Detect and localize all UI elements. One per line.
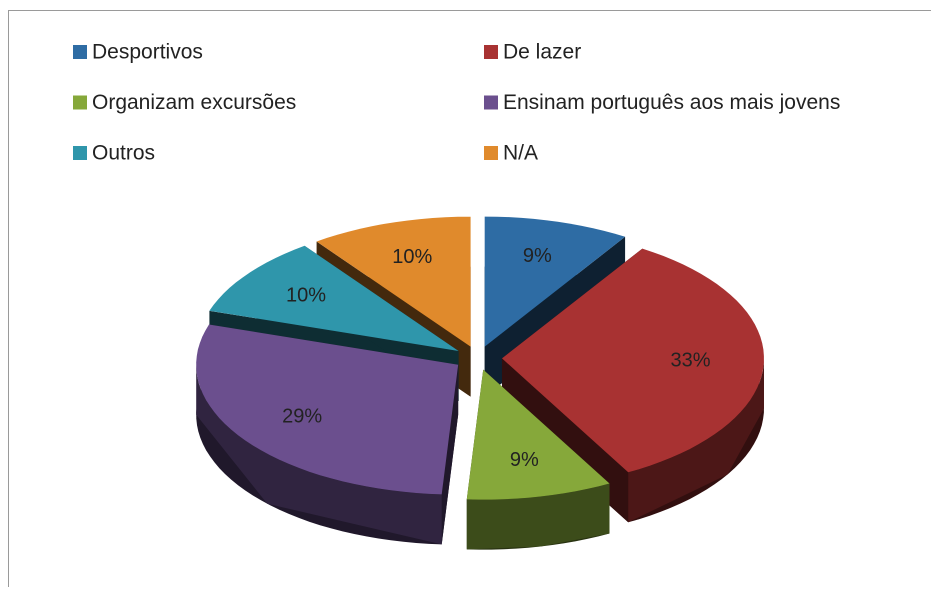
legend-label: Outros <box>92 142 155 165</box>
legend-label: Ensinam português aos mais jovens <box>503 91 840 114</box>
legend-label: Desportivos <box>92 41 203 64</box>
legend-swatch <box>484 45 498 59</box>
data-label: 9% <box>510 449 539 471</box>
legend-label: N/A <box>503 142 538 165</box>
data-label: 9% <box>523 245 552 267</box>
legend-label: Organizam excursões <box>92 91 296 114</box>
legend-label: De lazer <box>503 41 581 64</box>
data-label: 33% <box>671 350 711 372</box>
data-label: 10% <box>392 246 432 268</box>
data-label: 10% <box>286 284 326 306</box>
legend-swatch <box>73 96 87 110</box>
legend-swatch <box>73 45 87 59</box>
legend-swatch <box>484 96 498 110</box>
data-label: 29% <box>282 406 322 428</box>
legend-swatch <box>484 146 498 160</box>
legend-swatch <box>73 146 87 160</box>
